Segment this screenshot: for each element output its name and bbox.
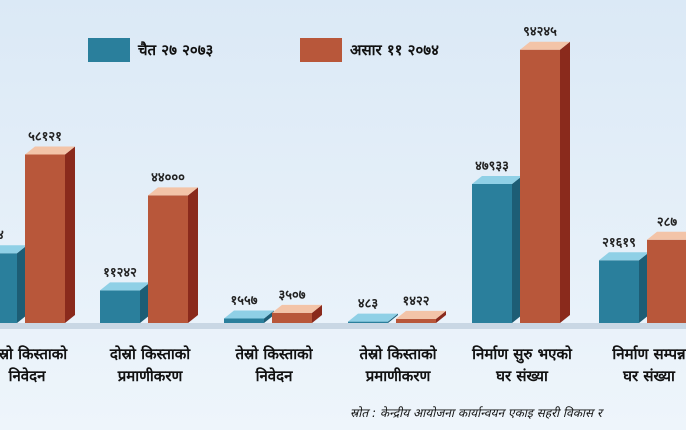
bar-side-s1-5: [512, 175, 522, 323]
legend-item-2: असार ११ २०७४: [300, 38, 439, 62]
category-label-5: निर्माण सुरु भएको घर संख्या: [471, 345, 573, 385]
data-label-s2-2: ४४०००: [151, 170, 185, 185]
bar-s1-3: [224, 318, 264, 323]
data-label-s1-5: ४७९३३: [475, 159, 509, 174]
bar-s1-1: [0, 253, 17, 323]
legend-label-2: असार ११ २०७४: [350, 41, 439, 59]
source-note: स्रोत : केन्द्रीय आयोजना कार्यान्वयन एका…: [350, 406, 602, 420]
bar-side-s1-3: [264, 310, 274, 323]
bar-s2-3: [272, 312, 312, 323]
bar-top-s2-5: [520, 41, 570, 50]
bar-s1-5: [472, 183, 512, 323]
bar-side-s1-4: [388, 313, 398, 323]
bar-top-s2-2: [148, 187, 198, 196]
category-label-2: दोस्रो किस्ताको प्रमाणीकरण: [109, 345, 191, 385]
bar-top-s1-4: [348, 313, 398, 322]
bar-top-s1-2: [100, 282, 150, 291]
bar-s2-4: [396, 318, 436, 323]
bar-s2-6: [647, 239, 686, 323]
legend-swatch-2: [300, 38, 342, 62]
data-label-s2-6: २८७: [657, 215, 678, 230]
category-label-1: दोस्रो किस्ताकोनिवेदन: [0, 345, 68, 385]
legend-item-1: चैत २७ २०७३: [88, 38, 213, 62]
bar-top-s1-3: [224, 310, 274, 319]
bar-s1-4: [348, 321, 388, 323]
category-label-6: निर्माण सम्पन्न घर संख्या: [611, 345, 686, 385]
bar-side-s2-1: [65, 146, 75, 323]
chart-floor: [0, 323, 686, 329]
bar-side-s2-5: [560, 41, 570, 323]
bar-top-s1-5: [472, 175, 522, 184]
legend-label-1: चैत २७ २०७३: [138, 41, 214, 59]
legend-swatch-1: [88, 38, 130, 62]
bar-top-s2-6: [647, 231, 686, 240]
bar-side-s2-3: [312, 304, 322, 323]
data-label-s1-6: २१६१९: [602, 235, 636, 250]
bar-top-s1-6: [599, 252, 649, 261]
bar-side-s2-4: [436, 310, 446, 323]
bar-top-s1-1: [0, 245, 27, 254]
data-label-s2-3: ३५०७: [278, 288, 305, 303]
bar-side-s1-2: [140, 282, 150, 323]
category-label-3: तेस्रो किस्ताको निवेदन: [234, 345, 313, 385]
category-label-4: तेस्रो किस्ताको प्रमाणीकरण: [358, 345, 437, 385]
bar-side-s2-2: [188, 187, 198, 323]
data-label-s2-5: ९४२४५: [523, 25, 557, 40]
bar-s1-6: [599, 260, 639, 323]
bar-top-s2-3: [272, 304, 322, 313]
data-label-s2-4: १४२२: [402, 294, 429, 309]
data-label-s1-4: ४८३: [358, 297, 379, 312]
bar-side-s1-6: [639, 252, 649, 323]
data-label-s1-1: ५४: [0, 228, 4, 243]
data-label-s1-3: १५५७: [230, 293, 257, 308]
bar-top-s2-1: [25, 146, 75, 155]
bar-s2-5: [520, 49, 560, 323]
bar-s1-2: [100, 290, 140, 323]
bar-side-s1-1: [17, 245, 27, 323]
data-label-s2-1: ५८१२१: [28, 129, 62, 144]
bar-s2-1: [25, 154, 65, 323]
data-label-s1-2: ११२४२: [103, 265, 137, 280]
bar-top-s2-4: [396, 310, 446, 319]
bar-s2-2: [148, 195, 188, 323]
